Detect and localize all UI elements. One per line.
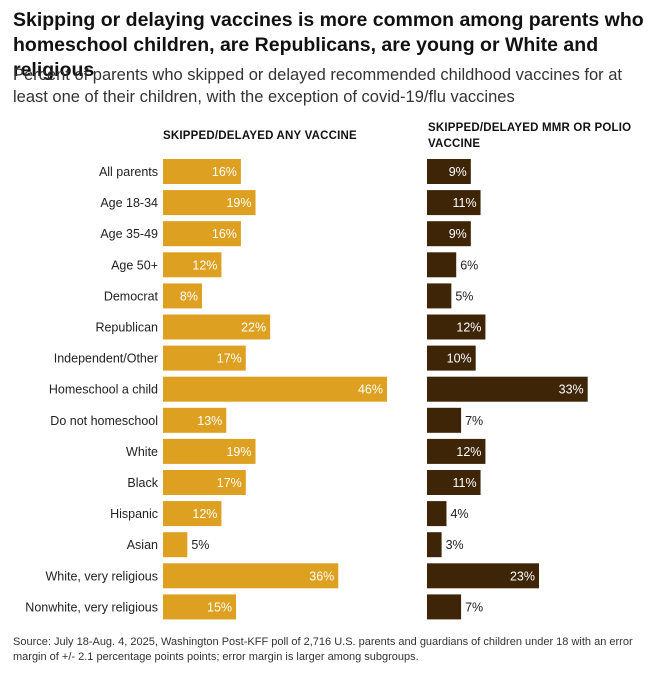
bar-mmr-asian bbox=[427, 532, 442, 558]
chart-subtitle: Percent of parents who skipped or delaye… bbox=[13, 66, 623, 106]
bar-any-black bbox=[163, 470, 246, 495]
value-label-mmr-do-not-homeschool: 7% bbox=[465, 414, 483, 428]
bar-any-independent-other bbox=[163, 345, 246, 371]
bar-mmr-homeschool-a-child bbox=[427, 376, 588, 402]
value-label-any-black: 17% bbox=[217, 476, 242, 490]
value-label-any-republican: 22% bbox=[241, 321, 266, 335]
value-label-any-age-35-49: 16% bbox=[212, 227, 237, 241]
category-label-republican: Republican bbox=[95, 321, 158, 335]
value-label-any-white: 19% bbox=[226, 445, 251, 459]
bar-any-asian bbox=[163, 532, 188, 558]
bar-mmr-democrat bbox=[427, 283, 452, 309]
bar-mmr-hispanic bbox=[427, 501, 447, 527]
value-label-mmr-democrat: 5% bbox=[455, 289, 473, 303]
category-label-all-parents: All parents bbox=[99, 165, 158, 179]
value-label-any-age-50: 12% bbox=[192, 258, 217, 272]
bar-any-age-50 bbox=[163, 252, 222, 278]
bar-any-all-parents bbox=[163, 159, 241, 184]
value-label-any-age-18-34: 19% bbox=[226, 196, 251, 210]
value-label-mmr-age-35-49: 9% bbox=[449, 227, 467, 241]
value-label-mmr-age-18-34: 11% bbox=[452, 196, 476, 210]
value-label-any-democrat: 8% bbox=[180, 289, 198, 303]
bar-any-white bbox=[163, 438, 256, 464]
bar-any-hispanic bbox=[163, 501, 222, 527]
bar-mmr-all-parents bbox=[427, 159, 471, 184]
bar-any-age-18-34 bbox=[163, 190, 256, 216]
bar-mmr-age-18-34 bbox=[427, 190, 481, 216]
value-label-mmr-asian: 3% bbox=[446, 538, 464, 552]
bar-any-nonwhite-very-religious bbox=[163, 594, 237, 620]
category-label-age-18-34: Age 18-34 bbox=[100, 196, 158, 210]
value-label-any-nonwhite-very-religious: 15% bbox=[207, 600, 232, 614]
category-label-do-not-homeschool: Do not homeschool bbox=[50, 414, 158, 428]
value-label-mmr-white: 12% bbox=[456, 445, 481, 459]
bar-any-republican bbox=[163, 314, 271, 340]
bar-any-white-very-religious bbox=[163, 563, 339, 589]
chart-title: Skipping or delaying vaccines is more co… bbox=[13, 9, 644, 81]
category-label-asian: Asian bbox=[127, 538, 158, 552]
value-label-any-do-not-homeschool: 13% bbox=[197, 414, 222, 428]
bar-mmr-do-not-homeschool bbox=[427, 407, 462, 433]
value-label-mmr-republican: 12% bbox=[456, 321, 481, 335]
bar-mmr-white-very-religious bbox=[427, 563, 539, 589]
value-label-mmr-independent-other: 10% bbox=[447, 352, 472, 366]
value-label-any-asian: 5% bbox=[191, 538, 209, 552]
value-label-mmr-hispanic: 4% bbox=[450, 507, 468, 521]
category-label-white-very-religious: White, very religious bbox=[45, 569, 158, 583]
value-label-any-all-parents: 16% bbox=[212, 165, 237, 179]
category-label-white: White bbox=[126, 445, 158, 459]
bar-any-do-not-homeschool bbox=[163, 407, 227, 433]
category-label-black: Black bbox=[127, 476, 158, 490]
category-label-independent-other: Independent/Other bbox=[54, 352, 158, 366]
value-label-any-white-very-religious: 36% bbox=[309, 569, 334, 583]
panel-title-any-vaccine: SKIPPED/DELAYED ANY VACCINE bbox=[163, 130, 357, 142]
category-label-democrat: Democrat bbox=[104, 289, 159, 303]
panel-title-mmr-polio: SKIPPED/DELAYED MMR OR POLIO VACCINE bbox=[428, 122, 632, 150]
bar-mmr-age-50 bbox=[427, 252, 457, 278]
bar-mmr-age-35-49 bbox=[427, 221, 471, 247]
category-label-hispanic: Hispanic bbox=[110, 507, 158, 521]
category-label-homeschool-a-child: Homeschool a child bbox=[49, 383, 158, 397]
bar-any-age-35-49 bbox=[163, 221, 241, 247]
value-label-any-independent-other: 17% bbox=[217, 352, 242, 366]
value-label-mmr-homeschool-a-child: 33% bbox=[559, 383, 584, 397]
value-label-mmr-black: 11% bbox=[452, 476, 476, 490]
value-label-mmr-nonwhite-very-religious: 7% bbox=[465, 600, 483, 614]
bar-any-democrat bbox=[163, 283, 202, 309]
source-note: Source: July 18-Aug. 4, 2025, Washington… bbox=[13, 636, 633, 663]
category-label-age-50: Age 50+ bbox=[111, 258, 158, 272]
value-label-any-homeschool-a-child: 46% bbox=[358, 383, 383, 397]
value-label-mmr-age-50: 6% bbox=[460, 258, 478, 272]
bar-mmr-black bbox=[427, 470, 481, 495]
bar-mmr-nonwhite-very-religious bbox=[427, 594, 462, 620]
bar-any-homeschool-a-child bbox=[163, 376, 387, 402]
value-label-any-hispanic: 12% bbox=[192, 507, 217, 521]
category-label-age-35-49: Age 35-49 bbox=[100, 227, 158, 241]
value-label-mmr-all-parents: 9% bbox=[449, 165, 467, 179]
category-label-nonwhite-very-religious: Nonwhite, very religious bbox=[25, 600, 158, 614]
bar-mmr-white bbox=[427, 438, 486, 464]
value-label-mmr-white-very-religious: 23% bbox=[510, 569, 535, 583]
bar-mmr-republican bbox=[427, 314, 486, 340]
bar-mmr-independent-other bbox=[427, 345, 476, 371]
